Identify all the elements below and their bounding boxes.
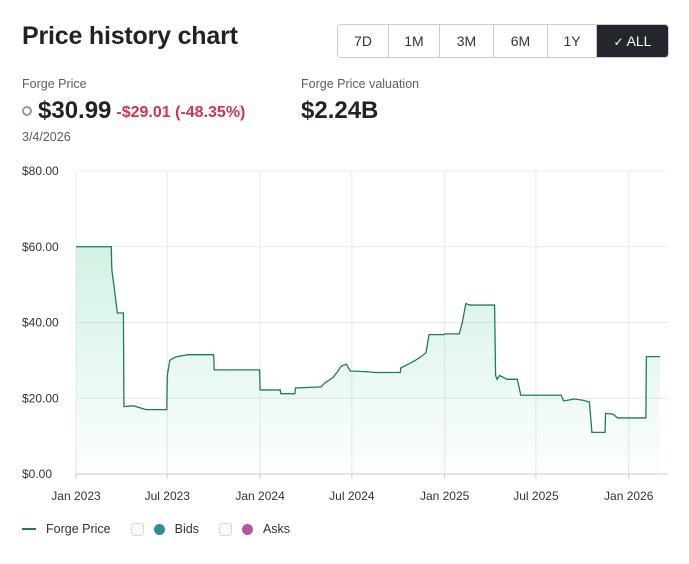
price-label: Forge Price	[22, 77, 87, 91]
check-icon: ✓	[613, 35, 624, 49]
price-change: -$29.01 (-48.35%)	[116, 103, 246, 121]
price-marker-icon	[22, 106, 32, 116]
bids-dot-icon	[153, 523, 165, 535]
y-tick-label: $20.00	[22, 391, 59, 405]
range-button-all-label: ALL	[626, 33, 652, 49]
current-price: $30.99	[38, 97, 112, 124]
y-tick-label: $80.00	[22, 164, 59, 178]
price-area-fill	[76, 246, 660, 474]
x-tick-label: Jan 2024	[235, 489, 285, 503]
time-range-selector: 7D 1M 3M 6M 1Y ✓ ALL	[337, 24, 669, 58]
price-row: $30.99 -$29.01 (-48.35%)	[22, 97, 245, 125]
range-button-7d[interactable]: 7D	[338, 25, 389, 57]
legend-item-forge-price[interactable]: Forge Price	[22, 522, 111, 536]
checkbox-icon[interactable]	[130, 522, 144, 536]
x-tick-label: Jan 2026	[604, 489, 654, 503]
line-swatch-icon	[22, 528, 36, 530]
legend-item-bids[interactable]: Bids	[130, 522, 199, 536]
valuation-value: $2.24B	[301, 97, 379, 124]
y-tick-label: $60.00	[22, 240, 59, 254]
x-tick-label: Jan 2023	[51, 489, 101, 503]
legend-label-bids: Bids	[174, 522, 199, 536]
range-button-3m[interactable]: 3M	[440, 25, 494, 57]
page-title: Price history chart	[22, 22, 238, 50]
asks-dot-icon	[241, 523, 253, 535]
x-tick-label: Jul 2025	[513, 489, 559, 503]
valuation-label: Forge Price valuation	[301, 77, 420, 91]
range-button-6m[interactable]: 6M	[494, 25, 548, 57]
price-series-line	[76, 246, 660, 433]
x-tick-label: Jul 2024	[329, 489, 375, 503]
range-button-1m[interactable]: 1M	[389, 25, 440, 57]
legend-label-asks: Asks	[262, 522, 291, 536]
x-tick-label: Jul 2023	[145, 489, 191, 503]
y-tick-label: $40.00	[22, 316, 59, 330]
price-date: 3/4/2026	[22, 130, 71, 144]
checkbox-icon[interactable]	[218, 522, 232, 536]
x-tick-label: Jan 2025	[420, 489, 470, 503]
range-button-all[interactable]: ✓ ALL	[597, 25, 668, 57]
y-tick-label: $0.00	[22, 467, 52, 481]
legend-item-asks[interactable]: Asks	[218, 522, 291, 536]
legend-label-forge-price: Forge Price	[46, 522, 111, 536]
chart-legend: Forge Price Bids Asks	[22, 522, 310, 536]
range-button-1y[interactable]: 1Y	[548, 25, 597, 57]
